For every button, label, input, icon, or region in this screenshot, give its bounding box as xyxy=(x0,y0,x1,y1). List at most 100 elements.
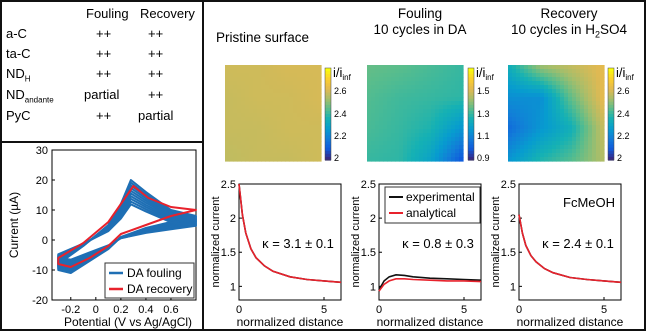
heatmap-cell xyxy=(313,113,318,118)
heatmap-cell xyxy=(516,137,521,142)
heatmap-cell xyxy=(367,149,372,154)
heatmap-cell xyxy=(261,65,266,70)
heatmap-cell xyxy=(225,113,230,118)
heatmap-cell xyxy=(229,109,234,114)
heatmap-cell xyxy=(588,133,593,138)
heatmap-cell xyxy=(524,89,529,94)
heatmap-cell xyxy=(576,97,581,102)
heatmap-cell xyxy=(237,89,242,94)
heatmap-cell xyxy=(383,153,388,158)
heatmap-cell xyxy=(439,125,444,130)
heatmap-cell xyxy=(423,113,428,118)
heatmap-cell xyxy=(443,113,448,118)
heatmap-cell xyxy=(285,157,290,162)
heatmap-cell xyxy=(508,117,513,122)
heatmap-cell xyxy=(293,117,298,122)
heatmap-cell xyxy=(419,157,424,162)
heatmap-cell xyxy=(403,153,408,158)
heatmap-cell xyxy=(269,157,274,162)
heatmap-cell xyxy=(435,117,440,122)
heatmap-cell xyxy=(455,125,460,130)
heatmap-cell xyxy=(548,113,553,118)
heatmap-cell xyxy=(225,81,230,86)
colorbar-segment xyxy=(325,144,331,149)
heatmap-cell xyxy=(309,97,314,102)
heatmap-cell xyxy=(584,73,589,78)
heatmap-cell xyxy=(580,69,585,74)
heatmap-cell xyxy=(309,85,314,90)
approach-legend-label: analytical xyxy=(406,206,456,220)
heatmap-cell xyxy=(572,73,577,78)
heatmap-cell xyxy=(375,149,380,154)
heatmap-cell xyxy=(391,129,396,134)
approach-ytick-label: 2.5 xyxy=(501,179,516,191)
heatmap-cell xyxy=(540,109,545,114)
heatmap-cell xyxy=(600,137,605,142)
heatmap-cell xyxy=(371,73,376,78)
heatmap-cell xyxy=(536,73,541,78)
heatmap-cell xyxy=(512,113,517,118)
heatmap-cell xyxy=(596,81,601,86)
heatmap-cell xyxy=(237,113,242,118)
heatmap-cell xyxy=(281,157,286,162)
heatmap-cell xyxy=(423,85,428,90)
heatmap-cell xyxy=(431,73,436,78)
heatmap-cell xyxy=(391,97,396,102)
heatmap-cell xyxy=(407,105,412,110)
table-cell-fouling: ++ xyxy=(96,108,112,123)
heatmap-cell xyxy=(387,89,392,94)
heatmap-cell xyxy=(592,121,597,126)
heatmap-cell xyxy=(305,133,310,138)
heatmap-cell xyxy=(419,149,424,154)
heatmap-cell xyxy=(411,129,416,134)
heatmap-cell xyxy=(317,141,322,146)
heatmap-cell xyxy=(281,69,286,74)
heatmap-cell xyxy=(584,85,589,90)
heatmap-cell xyxy=(265,89,270,94)
heatmap-cell xyxy=(277,117,282,122)
colorbar-segment xyxy=(608,74,614,78)
heatmap-cell xyxy=(556,145,561,150)
heatmap-cell xyxy=(556,97,561,102)
heatmap-cell xyxy=(309,89,314,94)
heatmap-cell xyxy=(403,141,408,146)
heatmap-cell xyxy=(289,97,294,102)
heatmap-cell xyxy=(508,109,513,114)
heatmap-cell xyxy=(289,89,294,94)
heatmap-cell xyxy=(367,77,372,82)
heatmap-cell xyxy=(367,109,372,114)
heatmap-cell xyxy=(249,137,254,142)
heatmap-cell xyxy=(459,121,464,126)
heatmap-cell xyxy=(383,81,388,86)
heatmap-cell xyxy=(455,157,460,162)
heatmap-cell xyxy=(596,141,601,146)
heatmap-cell xyxy=(556,105,561,110)
heatmap-cell xyxy=(435,145,440,150)
heatmap-cell xyxy=(305,73,310,78)
heatmap-cell xyxy=(403,117,408,122)
heatmap-cell xyxy=(399,89,404,94)
heatmap-cell xyxy=(536,137,541,142)
heatmap-cell xyxy=(455,145,460,150)
colorbar-tick-label: 2 xyxy=(617,153,622,163)
heatmap-cell xyxy=(580,137,585,142)
heatmap-cell xyxy=(297,81,302,86)
heatmap-cell xyxy=(249,117,254,122)
heatmap-cell xyxy=(371,113,376,118)
heatmap-cell xyxy=(588,101,593,106)
heatmap-cell xyxy=(540,121,545,126)
heatmap-cell xyxy=(249,73,254,78)
heatmap-cell xyxy=(524,117,529,122)
heatmap-cell xyxy=(512,85,517,90)
heatmap-cell xyxy=(245,125,250,130)
heatmap-cell xyxy=(576,65,581,70)
heatmap-cell xyxy=(532,137,537,142)
heatmap-cell xyxy=(508,133,513,138)
heatmap-cell xyxy=(297,133,302,138)
approach-curve-analytical xyxy=(378,278,482,292)
heatmap-cell xyxy=(237,69,242,74)
heatmap-cell xyxy=(544,105,549,110)
heatmap-cell xyxy=(508,157,513,162)
heatmap-cell xyxy=(403,89,408,94)
heatmap-cell xyxy=(367,157,372,162)
